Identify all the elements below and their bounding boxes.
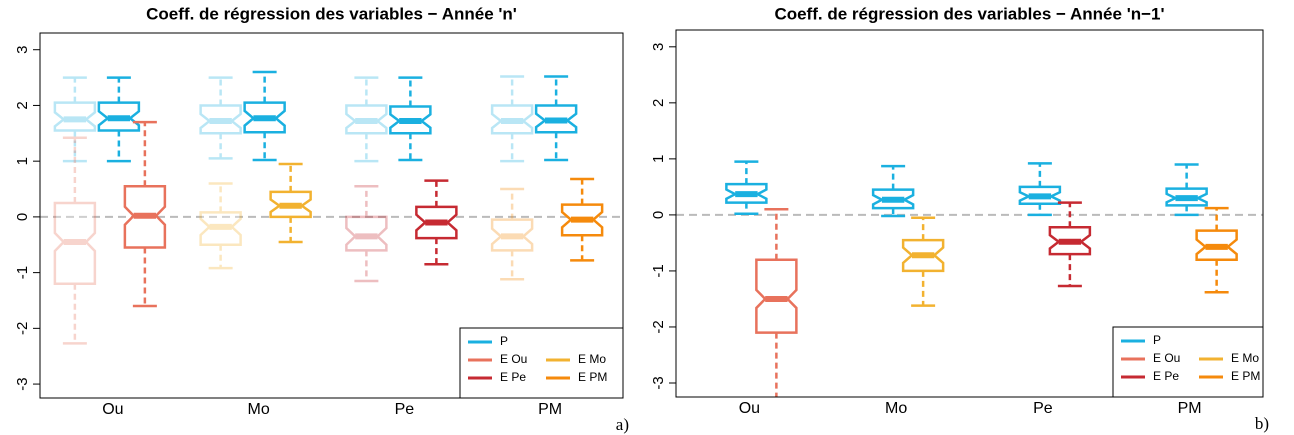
- legend-label: P: [500, 334, 508, 348]
- legend-frame: [459, 327, 624, 399]
- box-group: [534, 75, 578, 162]
- box-group: [97, 76, 141, 163]
- y-tick-label: 3: [14, 46, 31, 54]
- legend-label: E Pe: [1153, 369, 1179, 383]
- plot-area: [40, 70, 623, 345]
- panel: Coeff. de régression des variables − Ann…: [650, 4, 1269, 432]
- plot-area: [676, 160, 1263, 397]
- box-group: [345, 76, 388, 163]
- y-tick-label: -1: [650, 264, 667, 277]
- legend-label: E PM: [578, 370, 607, 384]
- panel: Coeff. de régression des variables − Ann…: [14, 4, 629, 433]
- box-group: [415, 179, 458, 266]
- box: [199, 104, 242, 135]
- legend-label: E Ou: [1153, 351, 1180, 365]
- plot-frame: [675, 29, 1264, 398]
- y-tick-label: 0: [14, 213, 31, 221]
- y-tick-label: 1: [14, 157, 31, 165]
- box: [490, 104, 534, 135]
- box-group: [871, 164, 915, 218]
- x-tick-label: Pe: [395, 401, 415, 418]
- box-group: [53, 76, 97, 163]
- y-tick-label: 2: [650, 99, 667, 107]
- plot-frame: [39, 32, 624, 399]
- box-group: [725, 160, 768, 216]
- box-group: [53, 136, 97, 345]
- legend-label: E PM: [1231, 369, 1260, 383]
- x-tick-label: Mo: [885, 400, 907, 417]
- x-tick-label: Ou: [102, 401, 123, 418]
- box: [53, 101, 97, 132]
- box: [345, 104, 388, 135]
- y-tick-label: -1: [14, 266, 31, 279]
- x-tick-label: PM: [1178, 400, 1202, 417]
- box-group: [901, 216, 945, 307]
- box-group: [1165, 163, 1208, 217]
- box-group: [1195, 206, 1238, 294]
- box-group: [490, 187, 534, 281]
- box: [345, 215, 388, 252]
- y-tick-label: 1: [650, 155, 667, 163]
- y-tick-label: 3: [650, 43, 667, 51]
- y-tick-label: 2: [14, 101, 31, 109]
- y-tick-label: -3: [14, 377, 31, 390]
- box: [53, 201, 97, 286]
- box-group: [755, 208, 798, 397]
- legend-label: E Mo: [1231, 351, 1259, 365]
- box-group: [490, 75, 534, 163]
- y-tick-label: -2: [14, 322, 31, 335]
- box-group: [560, 177, 604, 262]
- box-group: [199, 182, 242, 270]
- y-tick-label: 0: [650, 211, 667, 219]
- legend-frame: [1112, 326, 1264, 398]
- panel-label: b): [1255, 414, 1269, 433]
- box-group: [389, 76, 432, 162]
- legend-label: P: [1153, 333, 1161, 347]
- box-group: [1018, 162, 1062, 217]
- x-tick-label: Mo: [248, 401, 270, 418]
- y-tick-label: -3: [650, 376, 667, 389]
- x-tick-label: Pe: [1033, 400, 1053, 417]
- legend-label: E Ou: [500, 352, 527, 366]
- x-tick-label: Ou: [739, 400, 760, 417]
- box-group: [269, 162, 312, 244]
- box-group: [345, 184, 388, 283]
- chart-title: Coeff. de régression des variables − Ann…: [146, 4, 517, 23]
- box-group: [1048, 201, 1092, 288]
- box: [199, 211, 242, 247]
- x-tick-label: PM: [538, 401, 562, 418]
- y-tick-label: -2: [650, 320, 667, 333]
- box-group: [123, 120, 167, 308]
- chart-title: Coeff. de régression des variables − Ann…: [774, 4, 1164, 23]
- panel-label: a): [616, 415, 629, 434]
- legend-label: E Pe: [500, 370, 526, 384]
- legend-label: E Mo: [578, 352, 606, 366]
- box-group: [243, 70, 286, 162]
- box-group: [199, 76, 242, 160]
- box: [490, 218, 534, 252]
